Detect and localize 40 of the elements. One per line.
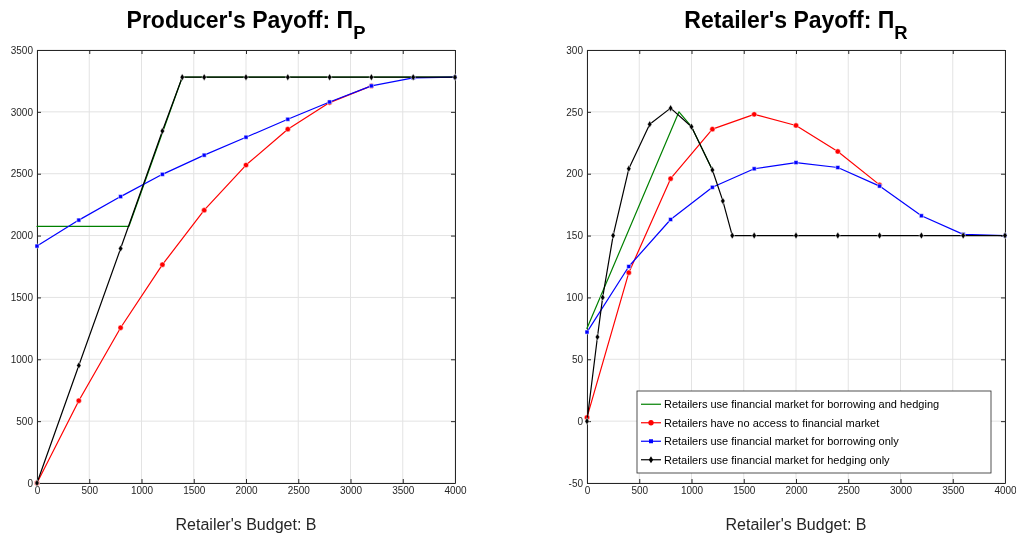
legend-label: Retailers have no access to financial market	[664, 416, 880, 429]
x-tick-label: 2000	[235, 485, 259, 497]
legend-label: Retailers use financial market for hedging only	[664, 453, 891, 466]
x-tick-label: 3000	[339, 485, 363, 497]
x-tick-label: 500	[631, 485, 649, 497]
x-tick-label: 1000	[130, 485, 154, 497]
legend-label: Retailers use financial market for borrowing and hedging	[664, 398, 940, 411]
legend-label: Retailers use financial market for borrowing only	[664, 435, 900, 448]
y-tick-label: 3500	[10, 44, 34, 56]
y-tick-label: 50	[571, 353, 584, 365]
x-tick-label: 1000	[680, 485, 704, 497]
y-tick-label: 3000	[10, 106, 34, 118]
x-tick-label: 4000	[994, 485, 1016, 497]
y-tick-label: 2000	[10, 230, 34, 242]
x-tick-label: 3500	[392, 485, 415, 497]
x-tick-label: 4000	[444, 485, 468, 497]
x-tick-label: 1500	[733, 485, 756, 497]
chart-title: Retailer's Payoff: Π$_{R}$	[684, 7, 908, 43]
x-tick-label: 3000	[889, 485, 913, 497]
x-tick-label: 1500	[183, 485, 206, 497]
y-tick-label: 250	[566, 106, 584, 118]
x-axis-title: Retailer's Budget: B	[175, 516, 317, 533]
x-axis-title: Retailer's Budget: B	[725, 516, 867, 533]
y-tick-label: 500	[16, 415, 34, 427]
y-tick-label: 150	[566, 230, 584, 242]
y-tick-label: 1500	[10, 292, 34, 304]
x-tick-label: 500	[81, 485, 99, 497]
x-tick-label: 3500	[942, 485, 965, 497]
y-tick-label: -50	[568, 477, 584, 489]
y-tick-label: 0	[577, 415, 584, 427]
y-tick-label: 100	[566, 292, 584, 304]
x-tick-label: 2500	[837, 485, 861, 497]
x-tick-label: 2000	[785, 485, 809, 497]
y-tick-label: 2500	[10, 168, 34, 180]
chart-title: Producer's Payoff: Π$_{P}$	[126, 7, 366, 43]
x-tick-label: 2500	[287, 485, 311, 497]
y-tick-label: 300	[566, 44, 584, 56]
y-tick-label: 200	[566, 168, 584, 180]
y-tick-label: 1000	[10, 353, 34, 365]
y-tick-label: 0	[27, 477, 34, 489]
